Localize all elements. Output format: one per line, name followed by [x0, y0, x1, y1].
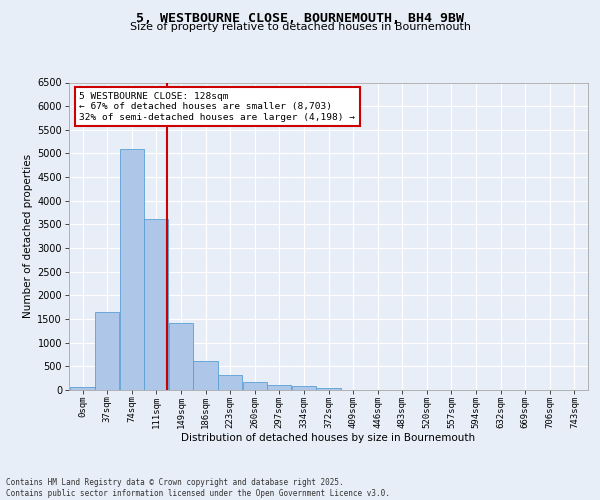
- Text: Size of property relative to detached houses in Bournemouth: Size of property relative to detached ho…: [130, 22, 470, 32]
- Text: 5 WESTBOURNE CLOSE: 128sqm
← 67% of detached houses are smaller (8,703)
32% of s: 5 WESTBOURNE CLOSE: 128sqm ← 67% of deta…: [79, 92, 355, 122]
- Bar: [70, 387, 95, 390]
- Bar: [193, 361, 218, 390]
- Bar: [267, 386, 292, 390]
- Bar: [119, 148, 144, 390]
- Bar: [95, 312, 119, 390]
- Bar: [316, 388, 341, 390]
- Bar: [218, 376, 242, 390]
- X-axis label: Distribution of detached houses by size in Bournemouth: Distribution of detached houses by size …: [181, 434, 476, 444]
- Text: 5, WESTBOURNE CLOSE, BOURNEMOUTH, BH4 9BW: 5, WESTBOURNE CLOSE, BOURNEMOUTH, BH4 9B…: [136, 12, 464, 26]
- Text: Contains HM Land Registry data © Crown copyright and database right 2025.
Contai: Contains HM Land Registry data © Crown c…: [6, 478, 390, 498]
- Bar: [144, 218, 169, 390]
- Bar: [242, 382, 267, 390]
- Bar: [292, 386, 316, 390]
- Bar: [169, 324, 193, 390]
- Y-axis label: Number of detached properties: Number of detached properties: [23, 154, 33, 318]
